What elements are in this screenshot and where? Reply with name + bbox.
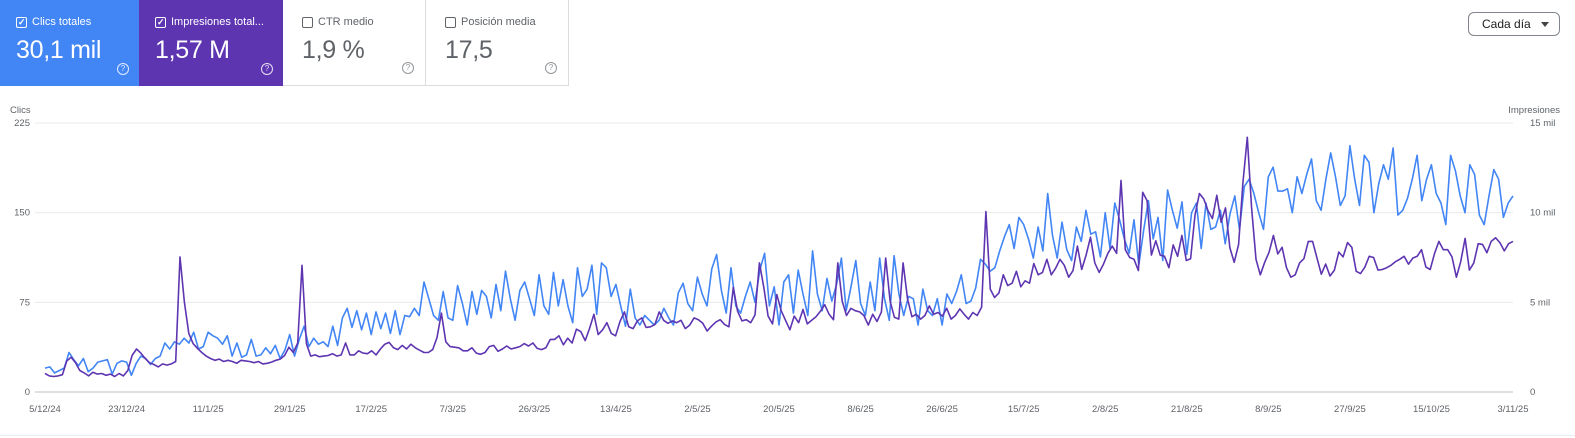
x-tick-label: 29/1/25 [274,404,306,415]
x-tick-label: 20/5/25 [763,404,795,415]
y-tick-label-left: 0 [25,387,30,398]
metric-card-impressions[interactable]: ✓ Impresiones total... 1,57 M ? [139,0,283,86]
granularity-select[interactable]: Cada día [1468,12,1560,36]
y-tick-label-right: 10 mil [1530,208,1555,219]
x-tick-label: 5/12/24 [29,404,61,415]
help-icon[interactable]: ? [117,63,129,75]
metric-label: CTR medio [318,16,374,28]
y-tick-label-right: 5 mil [1530,297,1550,308]
check-icon: ✓ [157,17,165,27]
x-tick-label: 23/12/24 [108,404,145,415]
y-tick-label-right: 15 mil [1530,118,1555,129]
metric-cards: ✓ Clics totales 30,1 mil ? ✓ Impresiones… [0,0,569,86]
position-checkbox[interactable] [445,17,456,28]
left-axis-title: Clics [10,105,31,116]
help-icon[interactable]: ? [402,62,414,74]
metric-label: Posición media [461,16,536,28]
clicks-series-line [44,144,1514,377]
x-tick-label: 8/6/25 [847,404,873,415]
impressions-series-line [44,136,1514,378]
x-tick-label: 7/3/25 [440,404,466,415]
y-tick-label-left: 225 [14,118,30,129]
clicks-checkbox[interactable]: ✓ [16,17,27,28]
right-axis-title: Impresiones [1508,105,1560,116]
x-tick-label: 2/8/25 [1092,404,1118,415]
y-tick-label-left: 150 [14,208,30,219]
ctr-checkbox[interactable] [302,17,313,28]
metric-value: 1,9 % [302,36,365,64]
x-tick-label: 3/11/25 [1498,404,1529,415]
x-tick-label: 26/3/25 [518,404,550,415]
x-tick-label: 15/10/25 [1413,404,1450,415]
metric-label: Clics totales [32,16,92,28]
x-tick-label: 15/7/25 [1008,404,1040,415]
x-tick-label: 26/6/25 [926,404,958,415]
metric-label: Impresiones total... [171,16,264,28]
metric-card-clicks[interactable]: ✓ Clics totales 30,1 mil ? [0,0,139,86]
divider [0,435,1575,436]
y-tick-label-right: 0 [1530,387,1535,398]
help-icon[interactable]: ? [261,63,273,75]
metric-value: 30,1 mil [16,36,102,64]
impressions-checkbox[interactable]: ✓ [155,17,166,28]
x-tick-label: 27/9/25 [1334,404,1366,415]
check-icon: ✓ [18,17,26,27]
x-tick-label: 11/1/25 [193,404,224,415]
help-icon[interactable]: ? [545,62,557,74]
x-tick-label: 8/9/25 [1255,404,1281,415]
granularity-value: Cada día [1482,17,1531,31]
metric-value: 17,5 [445,36,493,64]
x-tick-label: 2/5/25 [684,404,710,415]
x-tick-label: 21/8/25 [1171,404,1203,415]
x-tick-label: 17/2/25 [355,404,387,415]
metric-card-ctr[interactable]: CTR medio 1,9 % ? [283,0,426,86]
x-tick-label: 13/4/25 [600,404,632,415]
y-tick-label-left: 75 [19,297,30,308]
caret-down-icon [1541,22,1549,27]
metric-card-position[interactable]: Posición media 17,5 ? [426,0,569,86]
metric-value: 1,57 M [155,36,230,64]
performance-chart: 0 0 75 5 mil 150 10 mil 225 15 mil Clics Impresio… [10,105,1560,415]
